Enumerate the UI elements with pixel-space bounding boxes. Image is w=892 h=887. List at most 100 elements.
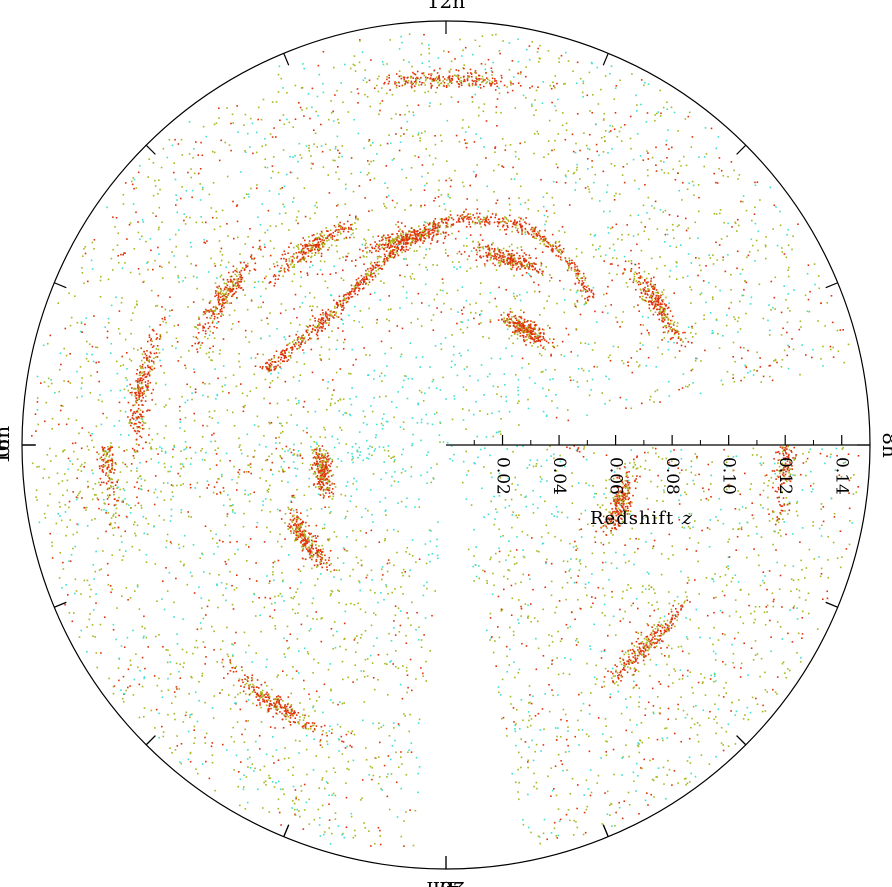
galaxy-point	[647, 152, 649, 154]
galaxy-point	[377, 826, 380, 829]
galaxy-point	[193, 172, 196, 175]
galaxy-point	[710, 483, 712, 485]
galaxy-point	[412, 114, 415, 117]
galaxy-point	[265, 144, 267, 146]
galaxy-point	[518, 424, 520, 426]
galaxy-point	[38, 521, 41, 524]
galaxy-point	[372, 473, 375, 475]
galaxy-point	[530, 702, 533, 705]
galaxy-point	[792, 607, 795, 609]
galaxy-point	[564, 713, 567, 716]
galaxy-point	[551, 635, 553, 637]
galaxy-point	[204, 663, 206, 665]
galaxy-point	[457, 101, 459, 103]
galaxy-point	[369, 489, 372, 491]
galaxy-point	[582, 456, 585, 458]
galaxy-point	[787, 244, 790, 246]
galaxy-point	[369, 275, 371, 277]
galaxy-point	[528, 376, 531, 379]
galaxy-point	[785, 470, 788, 473]
galaxy-point	[136, 524, 139, 527]
galaxy-point	[526, 726, 529, 728]
galaxy-point	[649, 759, 651, 762]
galaxy-point	[855, 491, 858, 494]
galaxy-point	[66, 526, 68, 528]
galaxy-point	[646, 329, 649, 332]
galaxy-point	[647, 804, 649, 806]
galaxy-point	[277, 674, 279, 676]
galaxy-point	[107, 278, 110, 281]
galaxy-point	[541, 543, 544, 545]
galaxy-point	[566, 720, 568, 722]
galaxy-point	[585, 779, 588, 782]
galaxy-point	[449, 197, 451, 199]
galaxy-point	[446, 119, 449, 122]
galaxy-point	[331, 728, 333, 731]
galaxy-point	[786, 331, 788, 334]
galaxy-point	[411, 417, 414, 419]
galaxy-point	[270, 177, 273, 179]
galaxy-point	[407, 751, 409, 753]
galaxy-point	[482, 569, 484, 572]
galaxy-point	[355, 480, 358, 483]
galaxy-point	[80, 321, 83, 323]
galaxy-point	[118, 401, 121, 404]
galaxy-point	[788, 266, 790, 269]
galaxy-point	[592, 94, 594, 96]
galaxy-point	[315, 441, 318, 444]
galaxy-point	[390, 308, 392, 310]
galaxy-point	[81, 267, 83, 269]
galaxy-point	[677, 172, 679, 174]
galaxy-point	[51, 417, 54, 420]
galaxy-point	[740, 526, 743, 529]
galaxy-point	[848, 543, 851, 546]
galaxy-point	[580, 709, 582, 712]
galaxy-point	[129, 659, 132, 662]
galaxy-point	[778, 500, 780, 503]
galaxy-point	[625, 407, 627, 409]
galaxy-point	[764, 245, 767, 248]
galaxy-point	[713, 172, 715, 175]
galaxy-point	[462, 408, 464, 410]
galaxy-point	[360, 637, 362, 639]
galaxy-point	[471, 101, 474, 103]
galaxy-point	[402, 448, 404, 451]
galaxy-point	[241, 452, 243, 455]
galaxy-point	[848, 507, 851, 510]
galaxy-point	[695, 705, 697, 707]
galaxy-point	[642, 344, 644, 346]
galaxy-point	[385, 584, 387, 586]
galaxy-point	[520, 738, 522, 740]
galaxy-point	[576, 354, 579, 357]
galaxy-point	[410, 466, 413, 468]
galaxy-point	[279, 592, 282, 595]
galaxy-point	[369, 589, 372, 592]
galaxy-point	[659, 89, 661, 92]
galaxy-point	[258, 597, 260, 599]
galaxy-point	[607, 232, 610, 234]
galaxy-point	[798, 596, 801, 599]
galaxy-point	[647, 356, 650, 359]
galaxy-point	[352, 63, 355, 66]
galaxy-point	[459, 38, 461, 41]
galaxy-point	[550, 87, 553, 90]
galaxy-point	[588, 394, 591, 397]
galaxy-point	[339, 368, 342, 370]
galaxy-point	[462, 49, 464, 52]
galaxy-point	[236, 482, 238, 484]
galaxy-point	[582, 82, 585, 85]
galaxy-point	[686, 675, 689, 678]
galaxy-point	[280, 824, 282, 826]
galaxy-point	[528, 719, 530, 722]
galaxy-point	[362, 422, 365, 424]
galaxy-point	[426, 422, 429, 425]
galaxy-point	[499, 694, 502, 696]
galaxy-point	[474, 312, 477, 314]
galaxy-point	[547, 775, 549, 778]
galaxy-point	[400, 787, 402, 790]
galaxy-point	[747, 372, 749, 374]
galaxy-point	[226, 302, 228, 304]
galaxy-point	[812, 482, 815, 485]
galaxy-point	[139, 488, 142, 490]
galaxy-point	[586, 94, 589, 97]
